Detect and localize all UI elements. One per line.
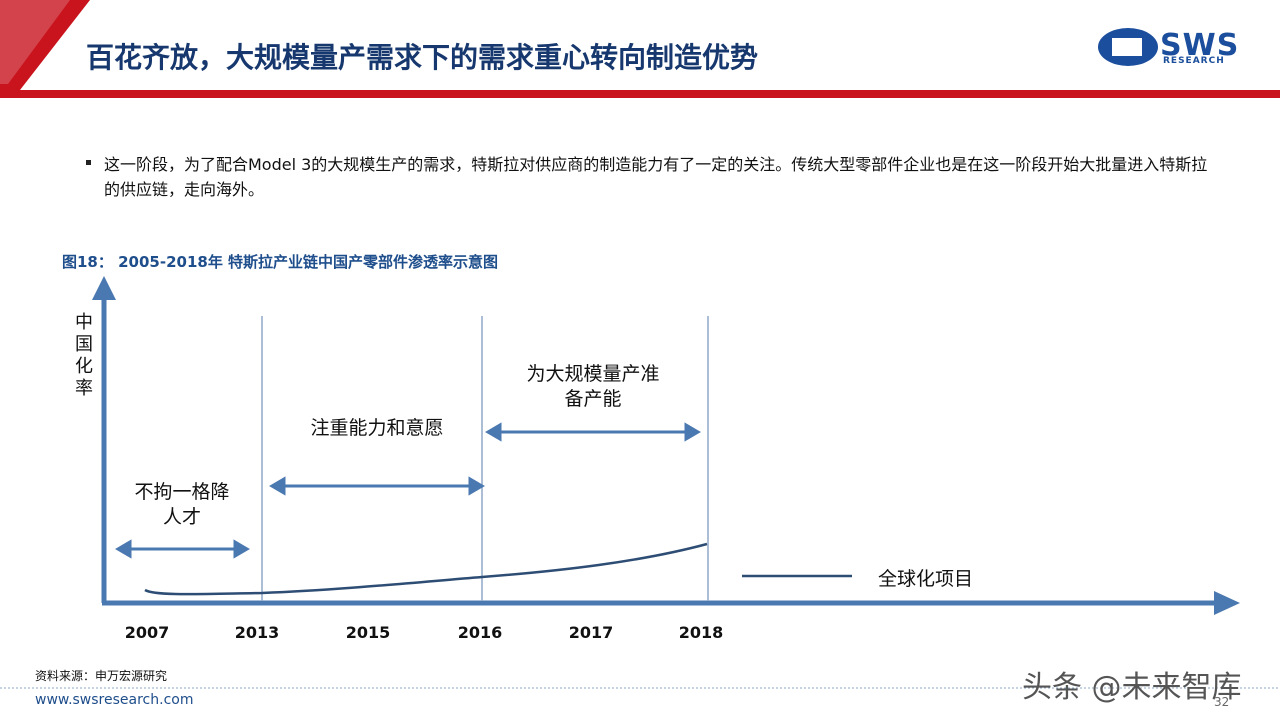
- x-arrow: [1214, 591, 1240, 615]
- logo-mark-inner: [1112, 38, 1142, 56]
- figure-caption: 图18： 2005-2018年 特斯拉产业链中国产零部件渗透率示意图: [62, 253, 499, 271]
- slide-title: 百花齐放，大规模量产需求下的需求重心转向制造优势: [86, 41, 759, 74]
- header-tab: [0, 0, 90, 90]
- url: www.swsresearch.com: [35, 692, 194, 708]
- x-label: 2007: [124, 623, 170, 642]
- header-tab-shade: [0, 0, 70, 84]
- dividers: [261, 316, 709, 601]
- legend-label: 全球化项目: [878, 568, 974, 590]
- phase-label: 注重能力和意愿: [310, 417, 444, 439]
- page-number: 32: [1214, 695, 1230, 709]
- y-arrow: [92, 276, 116, 300]
- x-label: 2016: [457, 623, 503, 642]
- phase-label: 为大规模量产准备产能: [526, 363, 660, 410]
- bullet-dot: [86, 160, 91, 165]
- trend-curve: [144, 542, 708, 596]
- x-label: 2017: [568, 623, 614, 642]
- phase-label: 不拘一格降人才: [134, 481, 230, 528]
- x-label: 2018: [678, 623, 724, 642]
- source: 资料来源：申万宏源研究: [35, 669, 168, 683]
- logo-subtext: RESEARCH: [1163, 56, 1225, 66]
- x-label: 2015: [345, 623, 391, 642]
- y-axis-label: 中国化率: [75, 312, 93, 399]
- watermark: 头条 @未来智库: [1022, 670, 1242, 705]
- header-bar: [0, 90, 1280, 98]
- x-label: 2013: [234, 623, 280, 642]
- bullet-text: 这一阶段，为了配合Model 3的大规模生产的需求，特斯拉对供应商的制造能力有了…: [104, 155, 1208, 199]
- logo-text: SWS: [1160, 28, 1240, 63]
- phase-arrows: [115, 422, 701, 559]
